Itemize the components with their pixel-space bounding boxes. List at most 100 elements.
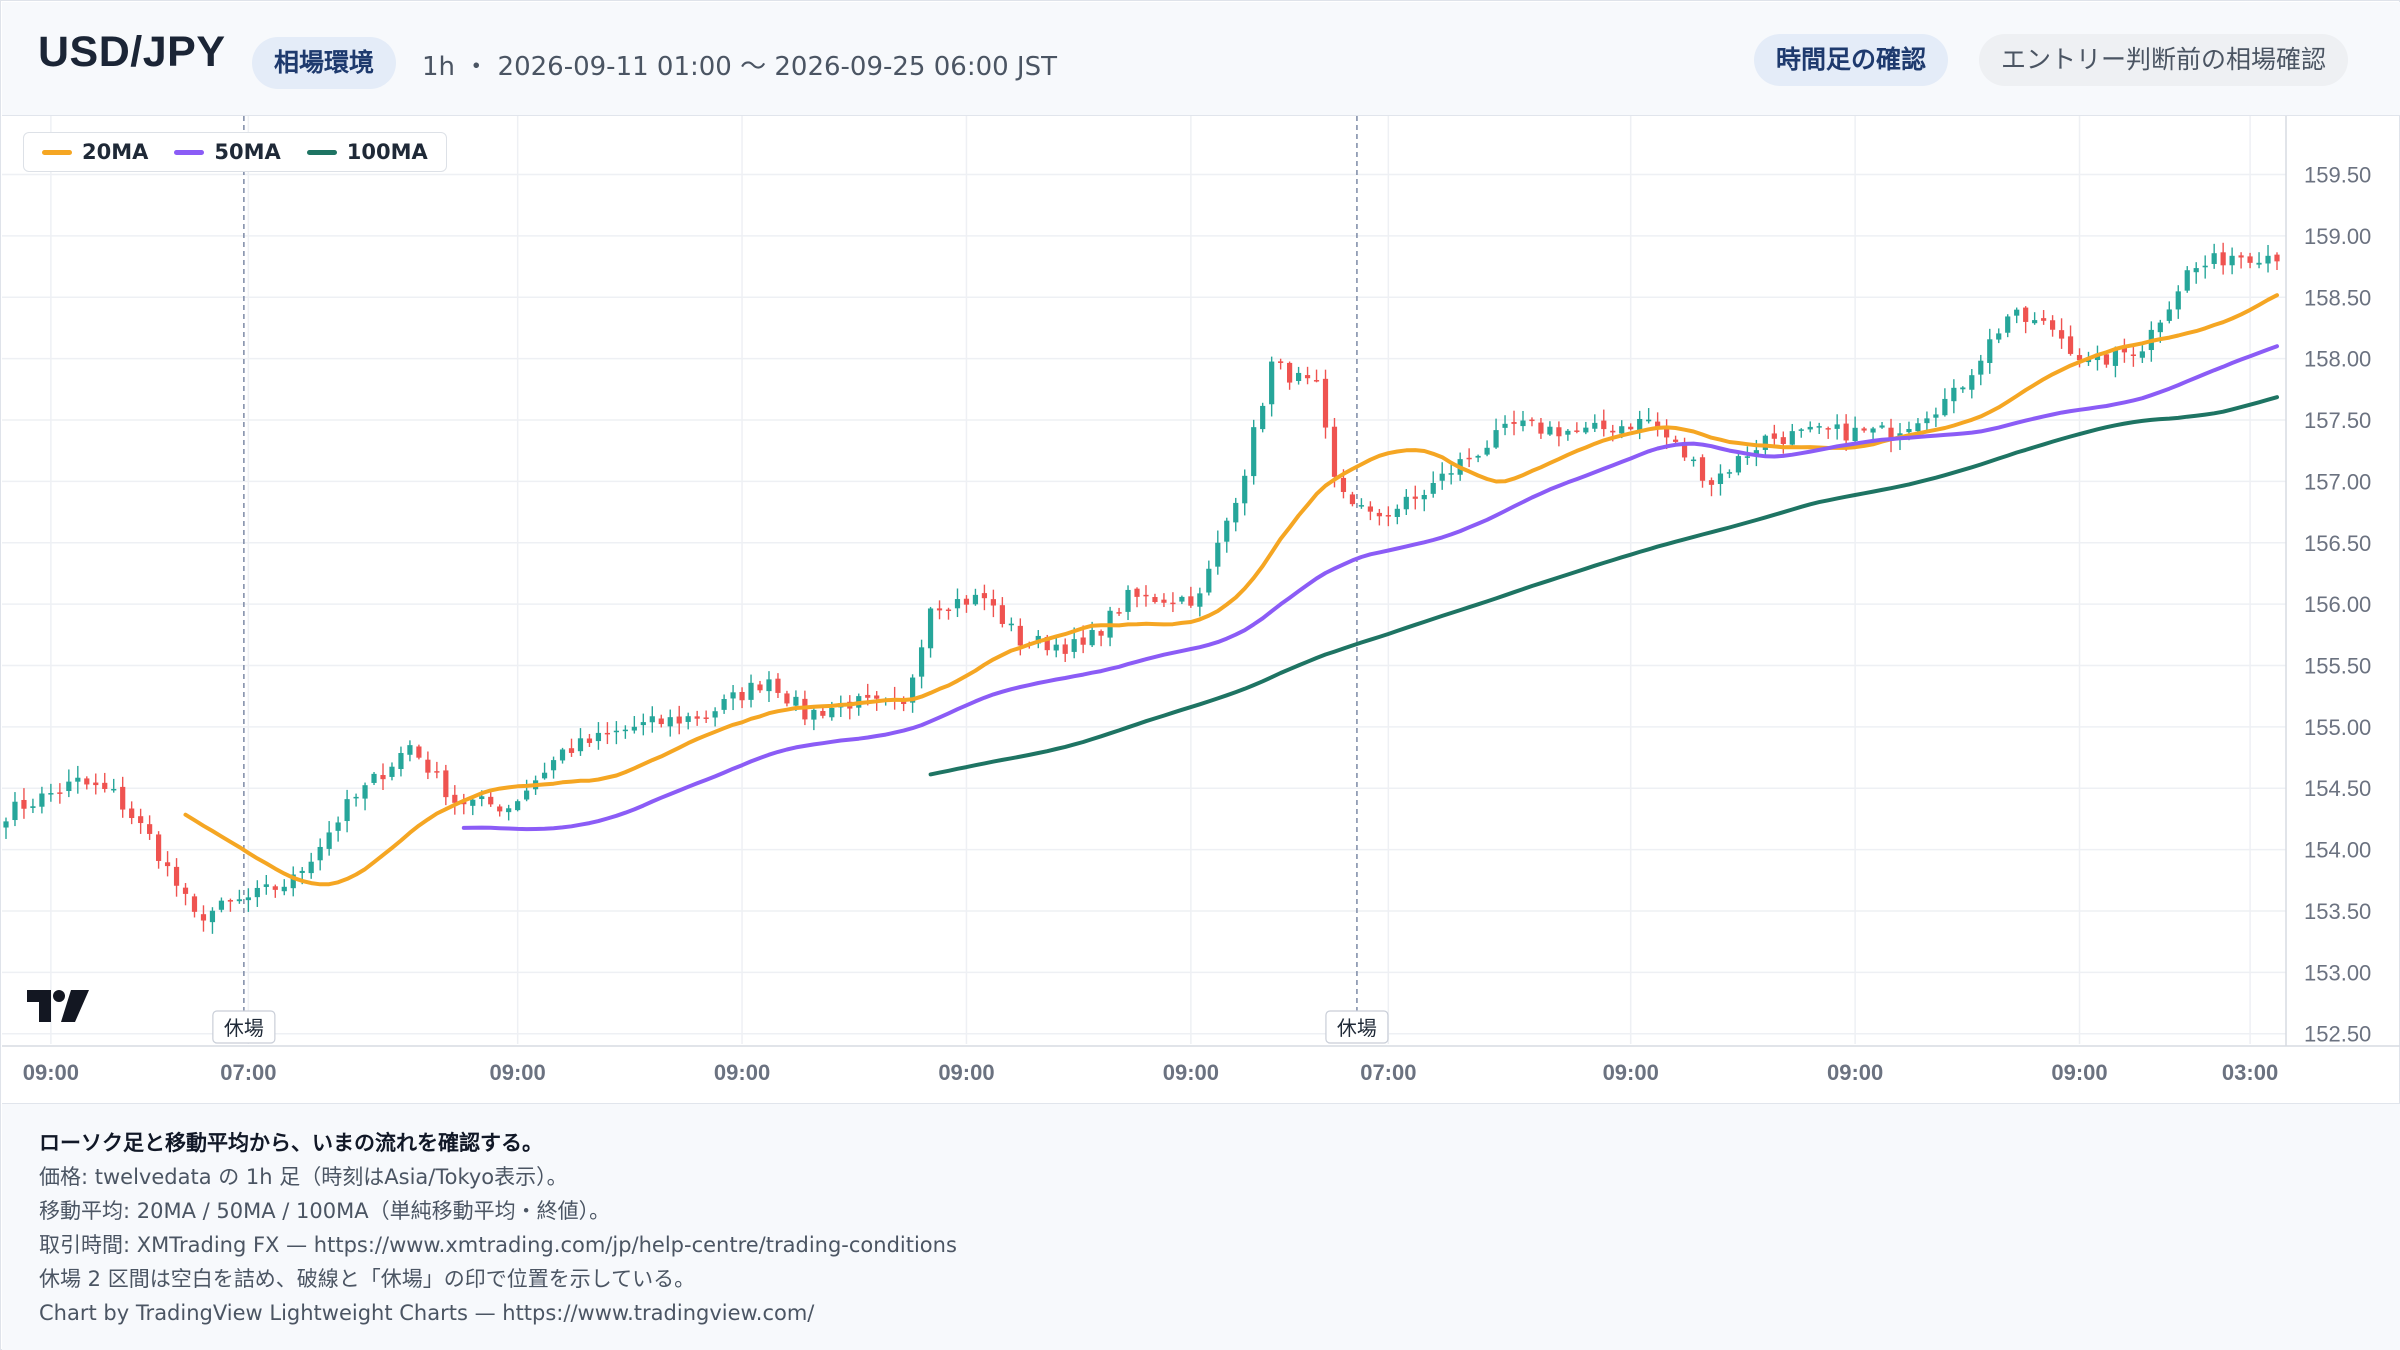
candle-body <box>649 716 655 723</box>
candle <box>1574 422 1580 434</box>
candle-body <box>147 824 153 834</box>
candle <box>57 783 63 804</box>
y-tick-label: 157.00 <box>2304 469 2371 494</box>
candle <box>1655 412 1661 437</box>
legend-item-20ma: 20MA <box>42 140 148 164</box>
candle <box>425 751 431 780</box>
candle-body <box>3 821 9 828</box>
candle <box>568 738 575 757</box>
candle <box>1304 366 1311 385</box>
candle-body <box>129 808 135 819</box>
candle-body <box>1331 426 1338 477</box>
candle <box>281 879 287 896</box>
ma-line-20ma <box>183 293 2279 887</box>
candle-body <box>30 806 36 808</box>
candle-body <box>559 749 566 761</box>
candle <box>766 671 772 703</box>
candle <box>1287 361 1293 390</box>
x-tick-label: 09:00 <box>490 1060 546 1085</box>
candle <box>1798 428 1804 438</box>
candle-body <box>2166 309 2172 321</box>
candle-body <box>1771 433 1777 439</box>
candle <box>93 773 99 795</box>
candle-body <box>84 778 90 785</box>
timeframe-check-button[interactable]: 時間足の確認 <box>1754 34 1949 86</box>
candle-body <box>1260 405 1266 430</box>
candle-body <box>1502 423 1508 428</box>
candle-body <box>1762 435 1768 450</box>
price-chart[interactable]: 休場 休場 152.50 153.00 153.50 154.00 154.50 155.0… <box>2 116 2400 1103</box>
candle-body <box>775 678 781 693</box>
candle-body <box>963 598 970 605</box>
y-tick-label: 153.00 <box>2304 960 2371 985</box>
candle <box>245 888 251 912</box>
candle-body <box>1493 430 1499 448</box>
candle <box>2023 306 2029 334</box>
candle-body <box>739 691 745 701</box>
candle <box>981 584 988 611</box>
candle-body <box>1044 636 1050 651</box>
pre-entry-check-button[interactable]: エントリー判断前の相場確認 <box>1979 34 2349 86</box>
candle-body <box>164 862 171 867</box>
tradingview-logo-icon[interactable] <box>27 990 89 1022</box>
candle <box>12 792 18 827</box>
y-tick-label: 158.00 <box>2304 347 2371 372</box>
candle-body <box>1547 426 1553 435</box>
candle <box>452 785 458 815</box>
candle-body <box>2085 359 2092 363</box>
candle-body <box>2220 252 2226 266</box>
candle <box>1735 451 1742 476</box>
legend-swatch-20ma <box>42 149 72 155</box>
candle <box>1699 454 1706 488</box>
candle <box>39 786 45 814</box>
candle <box>1260 402 1266 433</box>
candle <box>559 747 566 764</box>
candle <box>1143 585 1149 607</box>
candle <box>1008 617 1014 632</box>
candle-body <box>317 846 323 861</box>
candle <box>2067 325 2074 356</box>
candle <box>1637 410 1643 440</box>
candle-body <box>1430 482 1436 494</box>
candle <box>30 798 36 814</box>
candle <box>927 606 934 658</box>
y-tick-label: 154.00 <box>2304 838 2371 863</box>
y-tick-label: 156.00 <box>2304 592 2371 617</box>
candle-body <box>694 716 700 719</box>
candle <box>2130 346 2136 367</box>
candle <box>1565 429 1571 441</box>
candle <box>972 588 979 606</box>
candle-body <box>1655 421 1661 428</box>
candle <box>1529 417 1535 427</box>
candle-body <box>1601 420 1607 430</box>
candle <box>748 674 754 708</box>
moving-average-lines <box>183 293 2279 887</box>
candle-body <box>1475 455 1481 458</box>
candle-body <box>811 709 817 720</box>
candle <box>1771 424 1777 449</box>
candle <box>1717 464 1724 496</box>
candle <box>120 776 126 818</box>
legend-label-20ma: 20MA <box>82 140 149 164</box>
candle <box>1152 593 1158 604</box>
candle <box>2014 307 2020 324</box>
candle-body <box>479 796 485 800</box>
candle-body <box>93 782 99 786</box>
candle-body <box>703 717 709 719</box>
candle <box>1861 426 1867 433</box>
candle <box>999 597 1005 628</box>
candle <box>954 588 961 618</box>
candle <box>1583 421 1589 435</box>
candle-body <box>2076 355 2083 361</box>
candle-body <box>2193 268 2199 273</box>
candle <box>1681 437 1688 461</box>
candle <box>847 695 853 720</box>
candle <box>2229 247 2235 275</box>
candle <box>1116 607 1122 616</box>
candle <box>66 769 72 798</box>
legend-swatch-50ma <box>174 149 205 155</box>
candle-body <box>524 790 530 800</box>
chart-area[interactable]: 休場 休場 152.50 153.00 153.50 154.00 154.50 155.0… <box>2 116 2400 1103</box>
candle-body <box>102 782 108 789</box>
candle-body <box>1448 473 1454 475</box>
